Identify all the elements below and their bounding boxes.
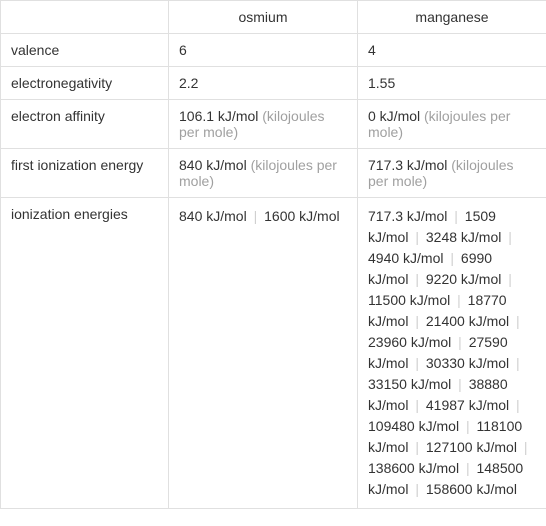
separator: | xyxy=(411,481,422,497)
manganese-ionization-list: 717.3 kJ/mol | 1509 kJ/mol | 3248 kJ/mol… xyxy=(358,198,546,509)
value-text: 106.1 kJ/mol xyxy=(179,108,258,124)
ionization-value: 41987 kJ/mol xyxy=(426,397,509,413)
ionization-value: 158600 kJ/mol xyxy=(426,481,517,497)
table-row: valence 6 4 xyxy=(1,34,546,67)
manganese-value: 1.55 xyxy=(358,67,546,100)
manganese-value: 717.3 kJ/mol (kilojoules per mole) xyxy=(358,149,546,198)
value-text: 717.3 kJ/mol xyxy=(368,157,447,173)
property-label: electronegativity xyxy=(1,67,169,100)
properties-table: osmium manganese valence 6 4 electronega… xyxy=(0,0,546,509)
ionization-value: 23960 kJ/mol xyxy=(368,334,451,350)
table-header-row: osmium manganese xyxy=(1,1,546,34)
separator: | xyxy=(462,418,473,434)
ionization-value: 138600 kJ/mol xyxy=(368,460,459,476)
separator: | xyxy=(411,397,422,413)
value-text: 0 kJ/mol xyxy=(368,108,420,124)
separator: | xyxy=(454,334,465,350)
ionization-value: 33150 kJ/mol xyxy=(368,376,451,392)
separator: | xyxy=(512,397,520,413)
separator: | xyxy=(450,208,461,224)
ionization-value: 109480 kJ/mol xyxy=(368,418,459,434)
separator: | xyxy=(411,229,422,245)
separator: | xyxy=(462,460,473,476)
osmium-ionization-list: 840 kJ/mol | 1600 kJ/mol xyxy=(169,198,358,509)
header-empty xyxy=(1,1,169,34)
manganese-value: 4 xyxy=(358,34,546,67)
separator: | xyxy=(453,292,464,308)
property-label: valence xyxy=(1,34,169,67)
separator: | xyxy=(411,355,422,371)
ionization-value: 30330 kJ/mol xyxy=(426,355,509,371)
ionization-value: 11500 kJ/mol xyxy=(368,292,450,308)
ionization-value: 9220 kJ/mol xyxy=(426,271,501,287)
ionization-value: 717.3 kJ/mol xyxy=(368,208,447,224)
value-text: 840 kJ/mol xyxy=(179,157,247,173)
separator: | xyxy=(512,355,520,371)
separator: | xyxy=(411,439,422,455)
table-row: electronegativity 2.2 1.55 xyxy=(1,67,546,100)
separator: | xyxy=(411,313,422,329)
property-label: first ionization energy xyxy=(1,149,169,198)
separator: | xyxy=(411,271,422,287)
osmium-value: 840 kJ/mol (kilojoules per mole) xyxy=(169,149,358,198)
ionization-value: 4940 kJ/mol xyxy=(368,250,443,266)
ionization-value: 840 kJ/mol xyxy=(179,208,247,224)
table-row: electron affinity 106.1 kJ/mol (kilojoul… xyxy=(1,100,546,149)
osmium-value: 2.2 xyxy=(169,67,358,100)
header-osmium: osmium xyxy=(169,1,358,34)
manganese-value: 0 kJ/mol (kilojoules per mole) xyxy=(358,100,546,149)
ionization-value: 3248 kJ/mol xyxy=(426,229,501,245)
ionization-value: 1600 kJ/mol xyxy=(264,208,339,224)
header-manganese: manganese xyxy=(358,1,546,34)
ionization-value: 21400 kJ/mol xyxy=(426,313,509,329)
separator: | xyxy=(512,313,520,329)
ionization-value: 127100 kJ/mol xyxy=(426,439,517,455)
property-label: electron affinity xyxy=(1,100,169,149)
osmium-value: 6 xyxy=(169,34,358,67)
table-row: ionization energies 840 kJ/mol | 1600 kJ… xyxy=(1,198,546,509)
separator: | xyxy=(250,208,261,224)
separator: | xyxy=(504,229,512,245)
separator: | xyxy=(454,376,465,392)
separator: | xyxy=(520,439,528,455)
property-label: ionization energies xyxy=(1,198,169,509)
separator: | xyxy=(504,271,512,287)
table-row: first ionization energy 840 kJ/mol (kilo… xyxy=(1,149,546,198)
osmium-value: 106.1 kJ/mol (kilojoules per mole) xyxy=(169,100,358,149)
separator: | xyxy=(446,250,457,266)
